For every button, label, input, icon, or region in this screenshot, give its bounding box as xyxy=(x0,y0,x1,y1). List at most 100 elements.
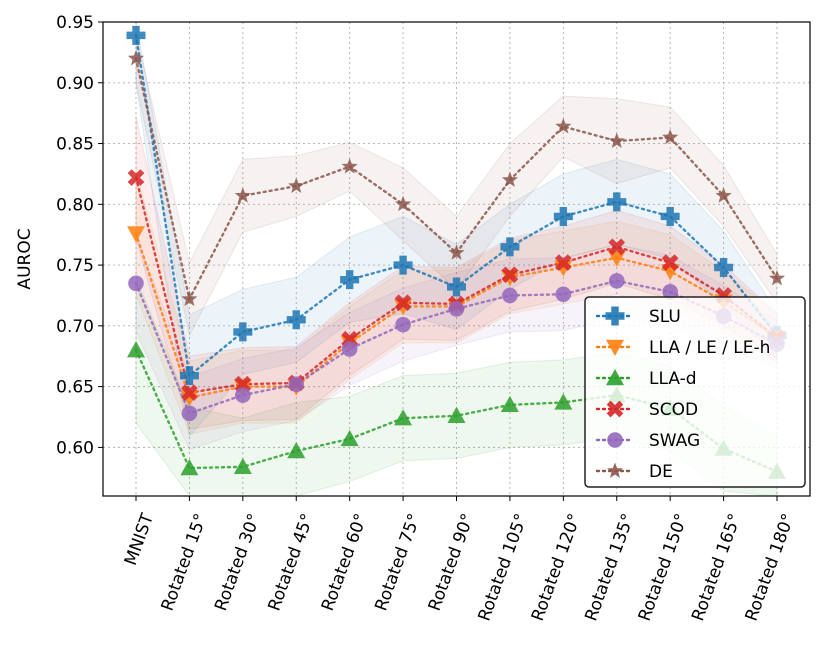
marker-layer xyxy=(126,25,787,479)
point-scod-glyph xyxy=(181,384,198,402)
point-swag xyxy=(341,341,358,357)
point-scod xyxy=(501,266,519,284)
legend-symbol-de xyxy=(606,462,624,478)
legend-label-lla-le-le-h: LLA / LE / LE-h xyxy=(649,338,770,358)
point-slu xyxy=(714,258,734,278)
legend-symbol-scod xyxy=(606,400,624,418)
point-lla-d xyxy=(180,459,199,476)
point-lla-d xyxy=(340,429,359,447)
legend-marker-lla-d xyxy=(606,369,624,386)
point-slu xyxy=(660,206,680,226)
point-scod-glyph xyxy=(661,254,679,271)
point-scod-glyph xyxy=(234,375,252,393)
point-scod-glyph xyxy=(554,254,572,271)
point-lla-d xyxy=(554,393,573,410)
legend-label-slu: SLU xyxy=(649,307,681,327)
point-slu xyxy=(126,25,146,45)
y-tick-label: 0.70 xyxy=(56,317,94,337)
point-swag xyxy=(555,286,572,303)
legend-marker-slu xyxy=(605,306,625,326)
x-tick-layer: MNIST Rotated 15° Rotated 30° Rotated 45° Ro… xyxy=(121,496,799,624)
x-tick-label: Rotated 60° xyxy=(318,511,372,614)
legend-label-lla-d: LLA-d xyxy=(649,369,697,389)
x-tick-label: Rotated 135° xyxy=(581,511,638,624)
point-slu xyxy=(553,206,573,226)
point-scod xyxy=(394,294,412,312)
point-de xyxy=(608,132,625,148)
x-tick-label: Rotated 30° xyxy=(211,511,265,614)
legend-marker-swag xyxy=(607,432,623,448)
point-swag xyxy=(395,316,411,333)
point-de xyxy=(555,118,572,134)
point-lla-d xyxy=(287,442,306,459)
legend: SLU LLA / LE / LE-h LLA-d SCOD SWAG DE xyxy=(584,296,806,488)
y-tick-label: 0.85 xyxy=(56,135,94,155)
y-tick-label: 0.95 xyxy=(56,13,94,33)
legend-label-swag: SWAG xyxy=(649,431,700,451)
legend-symbol-lla-d xyxy=(606,369,624,386)
x-tick-label: Rotated 75° xyxy=(371,511,425,614)
point-de xyxy=(181,290,198,306)
point-slu xyxy=(607,192,627,212)
point-swag xyxy=(608,273,625,289)
legend-marker-lla-le-le-h xyxy=(606,339,624,356)
x-tick-label: Rotated 45° xyxy=(265,511,319,614)
x-tick-label: Rotated 105° xyxy=(475,511,532,624)
y-tick-label: 0.60 xyxy=(56,438,94,458)
point-lla-d xyxy=(500,395,519,413)
x-tick-label: Rotated 150° xyxy=(635,511,692,624)
point-scod xyxy=(181,384,198,402)
point-de xyxy=(395,195,412,212)
series-markers-de xyxy=(127,49,786,306)
point-lla-d xyxy=(127,341,145,358)
y-tick-label: 0.75 xyxy=(56,256,94,276)
point-lla-le-le-h xyxy=(127,226,145,243)
point-lla-le-le-h xyxy=(394,299,413,316)
point-swag xyxy=(235,387,251,403)
x-tick-label: Rotated 180° xyxy=(742,511,799,624)
point-scod-glyph xyxy=(127,169,145,186)
legend-label-de: DE xyxy=(649,462,673,482)
point-swag xyxy=(128,275,144,292)
point-lla-d xyxy=(394,409,413,426)
point-de xyxy=(341,158,358,174)
x-tick-label: MNIST xyxy=(121,510,158,568)
x-tick-label: Rotated 120° xyxy=(528,511,585,624)
legend-symbol-slu xyxy=(605,306,625,326)
legend-symbol-scod-glyph xyxy=(606,400,624,418)
point-scod xyxy=(234,375,252,393)
point-slu xyxy=(233,322,253,342)
point-swag xyxy=(502,287,518,304)
point-slu xyxy=(179,366,199,386)
legend-label-scod: SCOD xyxy=(649,400,698,420)
point-de xyxy=(768,269,786,286)
point-slu xyxy=(447,277,466,297)
y-tick-label: 0.90 xyxy=(56,74,94,94)
point-scod-glyph xyxy=(501,266,519,284)
point-de xyxy=(448,244,465,260)
legend-marker-scod xyxy=(606,400,624,418)
x-tick-label: Rotated 165° xyxy=(688,511,745,624)
point-de xyxy=(501,171,518,187)
point-swag xyxy=(181,405,198,422)
y-tick-layer: 0.60 0.65 0.70 0.75 0.80 0.85 0.90 0.95 xyxy=(56,13,103,458)
point-scod xyxy=(608,238,626,256)
legend-marker-de xyxy=(606,462,624,478)
legend-box xyxy=(584,296,806,488)
point-scod xyxy=(554,254,572,271)
point-lla-d xyxy=(447,406,466,423)
legend-symbol-swag xyxy=(607,432,623,448)
point-slu xyxy=(340,270,360,290)
point-scod-glyph xyxy=(394,294,412,312)
point-lla-d xyxy=(233,457,252,475)
point-scod xyxy=(127,169,145,186)
point-slu xyxy=(393,255,413,275)
point-swag xyxy=(288,376,305,392)
point-swag xyxy=(662,284,678,300)
legend-symbol-lla-le-le-h xyxy=(606,339,624,356)
point-de xyxy=(662,128,679,145)
point-de xyxy=(234,187,251,203)
x-tick-label: Rotated 15° xyxy=(158,511,212,614)
point-de xyxy=(288,177,305,193)
point-slu xyxy=(500,237,520,257)
